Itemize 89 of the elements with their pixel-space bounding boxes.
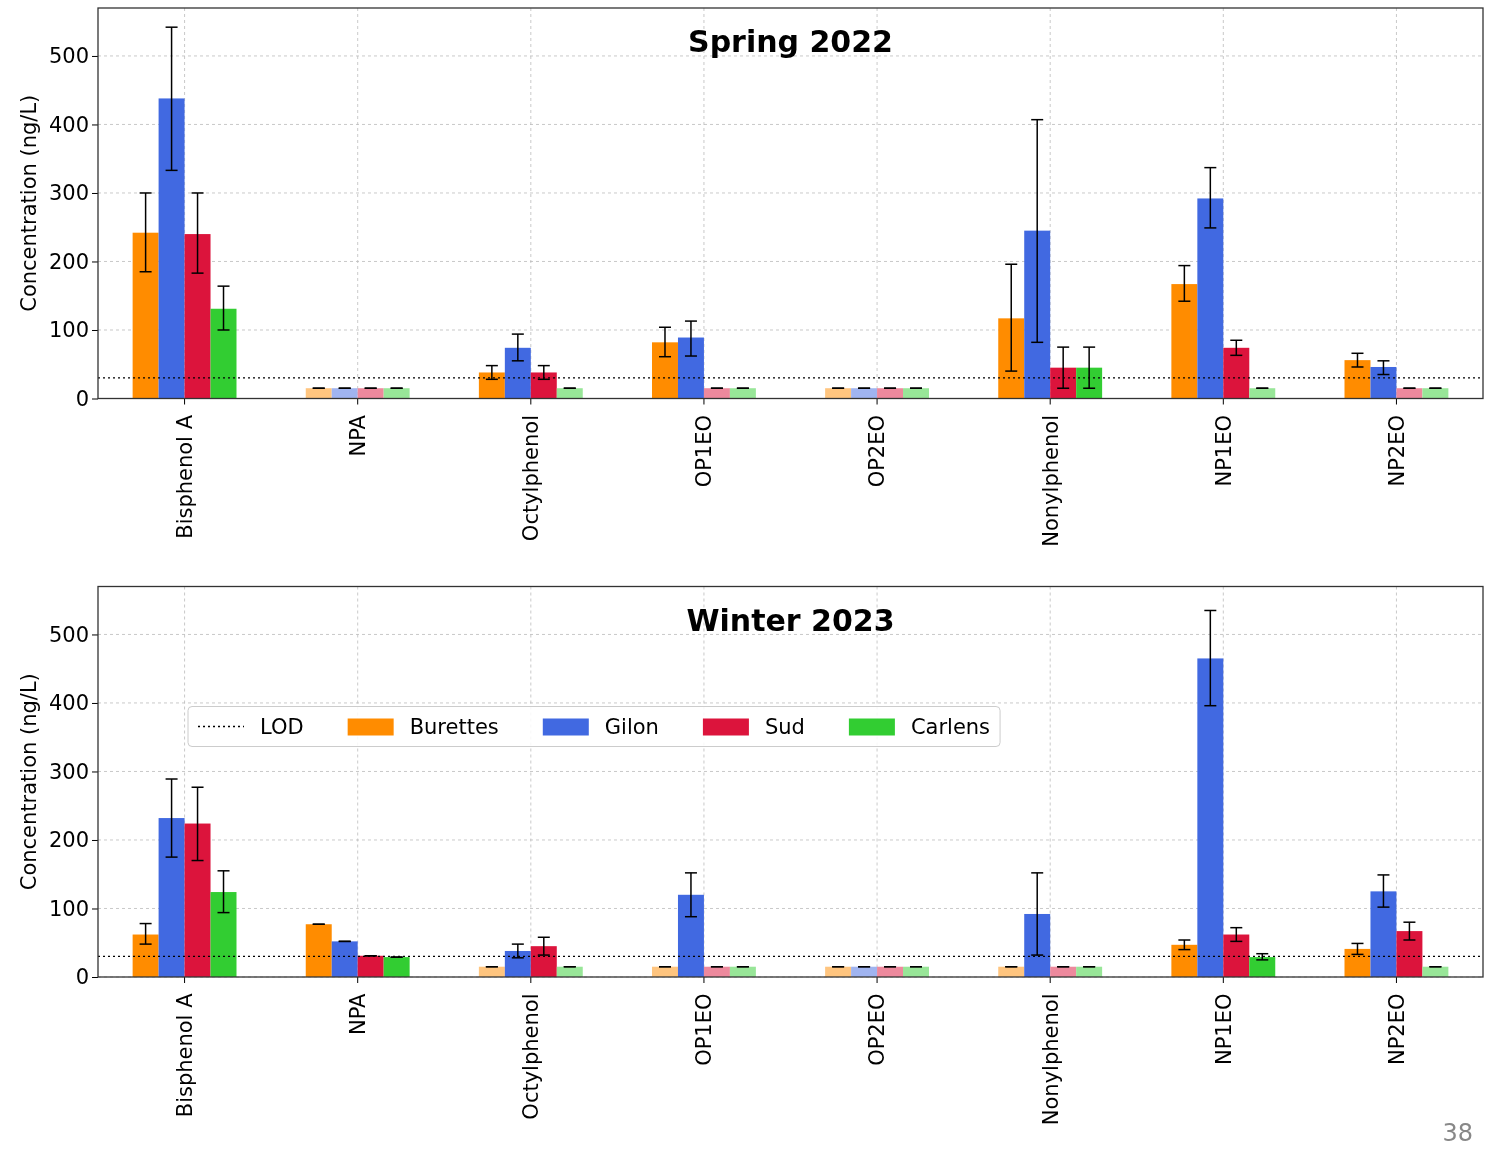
- bar: [677, 337, 704, 399]
- text: Spring 2022: [688, 24, 893, 59]
- legend-label: Burettes: [409, 714, 499, 739]
- bar: [851, 388, 878, 399]
- bar: [1024, 230, 1051, 399]
- bar: [677, 894, 704, 977]
- bar: [1076, 367, 1103, 399]
- bar: [1344, 948, 1371, 977]
- bar: [1171, 944, 1198, 977]
- x-tick-label: NP2EO: [1384, 993, 1409, 1066]
- y-tick-label: 100: [48, 318, 89, 343]
- bar: [1223, 347, 1250, 399]
- y-tick-label: 500: [48, 622, 89, 647]
- bar: [132, 232, 159, 399]
- bar: [877, 388, 904, 399]
- y-tick-label: 200: [48, 828, 89, 853]
- bar: [331, 388, 358, 399]
- bar: [305, 388, 332, 399]
- y-tick-label: 300: [48, 181, 89, 206]
- x-tick-label: NP1EO: [1211, 415, 1236, 487]
- x-tick-label: Nonylphenol: [1038, 415, 1063, 547]
- bar: [1249, 388, 1276, 399]
- bar: [530, 372, 557, 399]
- legend-label: LOD: [260, 714, 304, 739]
- bar: [1197, 658, 1224, 977]
- y-tick-label: 0: [75, 386, 89, 411]
- bar: [210, 308, 237, 399]
- bar: [1396, 388, 1423, 399]
- bar: [504, 950, 531, 977]
- bar: [184, 823, 211, 977]
- bar: [504, 347, 531, 399]
- bar: [184, 234, 211, 399]
- x-tick-label: Nonylphenol: [1038, 993, 1063, 1126]
- bar: [305, 924, 332, 977]
- bar: [357, 955, 384, 977]
- bar: [1370, 891, 1397, 977]
- bar: [357, 388, 384, 399]
- x-tick-label: Bisphenol A: [172, 414, 197, 539]
- bar: [158, 818, 185, 977]
- x-tick-label: NP1EO: [1211, 993, 1236, 1066]
- y-tick-label: 400: [48, 112, 89, 137]
- bar: [729, 388, 756, 399]
- bar: [383, 957, 410, 977]
- x-tick-label: OP1EO: [692, 415, 717, 488]
- x-tick-label: Octylphenol: [519, 415, 544, 542]
- bar: [1223, 934, 1250, 977]
- bar: [1024, 913, 1051, 977]
- bar: [383, 388, 410, 399]
- bar: [1370, 366, 1397, 399]
- y-tick-label: 0: [75, 965, 89, 990]
- bar: [1171, 284, 1198, 399]
- x-tick-label: Bisphenol A: [172, 992, 197, 1118]
- x-tick-label: OP2EO: [865, 415, 890, 488]
- y-tick-label: 200: [48, 249, 89, 274]
- bar: [530, 946, 557, 977]
- bar: [1197, 198, 1224, 399]
- bar: [331, 941, 358, 977]
- y-tick-label: 300: [48, 759, 89, 784]
- text: 38: [1442, 1119, 1473, 1147]
- bar: [556, 388, 583, 399]
- bar: [1422, 388, 1449, 399]
- y-tick-label: 100: [48, 896, 89, 921]
- y-axis-title: Concentration (ng/L): [17, 94, 41, 312]
- bar: [132, 934, 159, 977]
- x-tick-label: Octylphenol: [519, 993, 544, 1120]
- bar: [1344, 360, 1371, 399]
- y-axis-title: Concentration (ng/L): [17, 673, 41, 891]
- y-tick-label: 400: [48, 691, 89, 716]
- bar: [903, 388, 929, 399]
- bar: [1249, 957, 1276, 977]
- bar: [478, 372, 505, 399]
- text: Winter 2023: [686, 602, 895, 638]
- x-tick-label: NPA: [346, 414, 371, 457]
- bar: [158, 98, 185, 399]
- legend-label: Sud: [764, 714, 805, 739]
- bar: [210, 892, 237, 977]
- bar: [998, 318, 1025, 399]
- bar: [1050, 367, 1077, 399]
- bar: [1396, 931, 1423, 977]
- x-tick-label: NP2EO: [1384, 415, 1409, 487]
- bar: [703, 388, 730, 399]
- x-tick-label: OP2EO: [865, 993, 890, 1066]
- legend-label: Gilon: [604, 714, 659, 739]
- bar: [652, 342, 678, 399]
- y-tick-label: 500: [48, 44, 89, 69]
- legend-label: Carlens: [910, 714, 991, 739]
- x-tick-label: OP1EO: [692, 993, 717, 1066]
- x-tick-label: NPA: [346, 992, 371, 1035]
- bar: [825, 388, 852, 399]
